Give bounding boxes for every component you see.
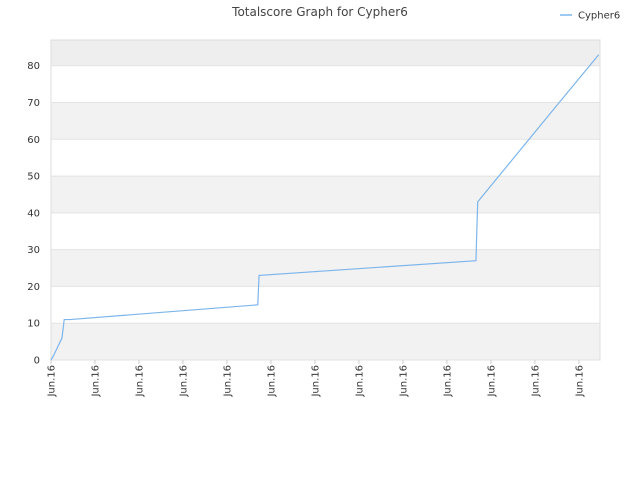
y-tick-label: 50 bbox=[27, 172, 40, 183]
x-tick-label: Jun.16 bbox=[178, 365, 189, 398]
x-tick-label: Jun.16 bbox=[574, 365, 585, 398]
x-tick-label: Jun.16 bbox=[47, 365, 58, 398]
y-tick-label: 40 bbox=[27, 208, 40, 219]
x-tick-label: Jun.16 bbox=[398, 365, 409, 398]
y-tick-label: 60 bbox=[27, 135, 40, 146]
y-tick-label: 30 bbox=[27, 245, 40, 256]
y-tick-label: 70 bbox=[27, 98, 40, 109]
y-tick-label: 0 bbox=[34, 356, 40, 367]
x-tick-label: Jun.16 bbox=[310, 365, 321, 398]
x-tick-label: Jun.16 bbox=[442, 365, 453, 398]
chart-title: Totalscore Graph for Cypher6 bbox=[231, 5, 408, 19]
x-tick-label: Jun.16 bbox=[90, 365, 101, 398]
y-tick-label: 10 bbox=[27, 319, 40, 330]
x-tick-label: Jun.16 bbox=[354, 365, 365, 398]
grid-band bbox=[51, 176, 600, 213]
x-tick-label: Jun.16 bbox=[486, 365, 497, 398]
x-tick-label: Jun.16 bbox=[266, 365, 277, 398]
y-tick-label: 80 bbox=[27, 61, 40, 72]
x-tick-label: Jun.16 bbox=[530, 365, 541, 398]
y-tick-label: 20 bbox=[27, 282, 40, 293]
legend-label: Cypher6 bbox=[578, 11, 620, 22]
grid-band bbox=[51, 249, 600, 287]
grid-band bbox=[51, 323, 600, 360]
grid-band bbox=[51, 40, 600, 66]
x-tick-label: Jun.16 bbox=[222, 365, 233, 398]
series-line bbox=[50, 54, 600, 361]
grid-band bbox=[51, 102, 600, 140]
x-tick-label: Jun.16 bbox=[134, 365, 145, 398]
